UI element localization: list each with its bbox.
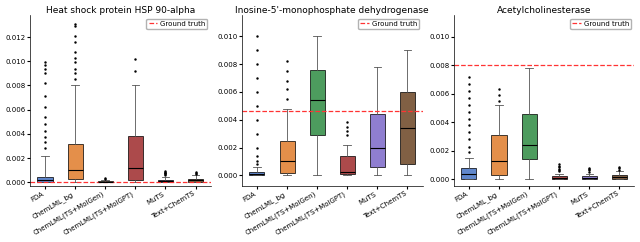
PathPatch shape	[280, 141, 294, 173]
Ground truth	[465, 64, 473, 67]
PathPatch shape	[188, 179, 203, 182]
Legend: Ground truth: Ground truth	[147, 19, 207, 29]
PathPatch shape	[582, 176, 597, 179]
Title: Heat shock protein HSP 90-alpha: Heat shock protein HSP 90-alpha	[45, 6, 195, 15]
PathPatch shape	[68, 144, 83, 179]
PathPatch shape	[552, 176, 567, 179]
PathPatch shape	[250, 172, 264, 175]
Ground truth	[495, 64, 503, 67]
Legend: Ground truth: Ground truth	[570, 19, 631, 29]
PathPatch shape	[461, 168, 476, 179]
Ground truth	[253, 110, 261, 113]
PathPatch shape	[492, 135, 506, 175]
Title: Inosine-5'-monophosphate dehydrogenase: Inosine-5'-monophosphate dehydrogenase	[236, 6, 429, 15]
PathPatch shape	[158, 180, 173, 182]
Ground truth	[284, 110, 291, 113]
Ground truth	[71, 181, 79, 183]
PathPatch shape	[370, 114, 385, 167]
PathPatch shape	[38, 177, 52, 182]
Title: Acetylcholinesterase: Acetylcholinesterase	[497, 6, 591, 15]
Legend: Ground truth: Ground truth	[358, 19, 419, 29]
PathPatch shape	[522, 114, 536, 159]
PathPatch shape	[612, 175, 627, 179]
PathPatch shape	[98, 181, 113, 182]
PathPatch shape	[128, 136, 143, 180]
PathPatch shape	[340, 156, 355, 174]
PathPatch shape	[400, 92, 415, 164]
Ground truth	[41, 181, 49, 183]
PathPatch shape	[310, 70, 324, 135]
